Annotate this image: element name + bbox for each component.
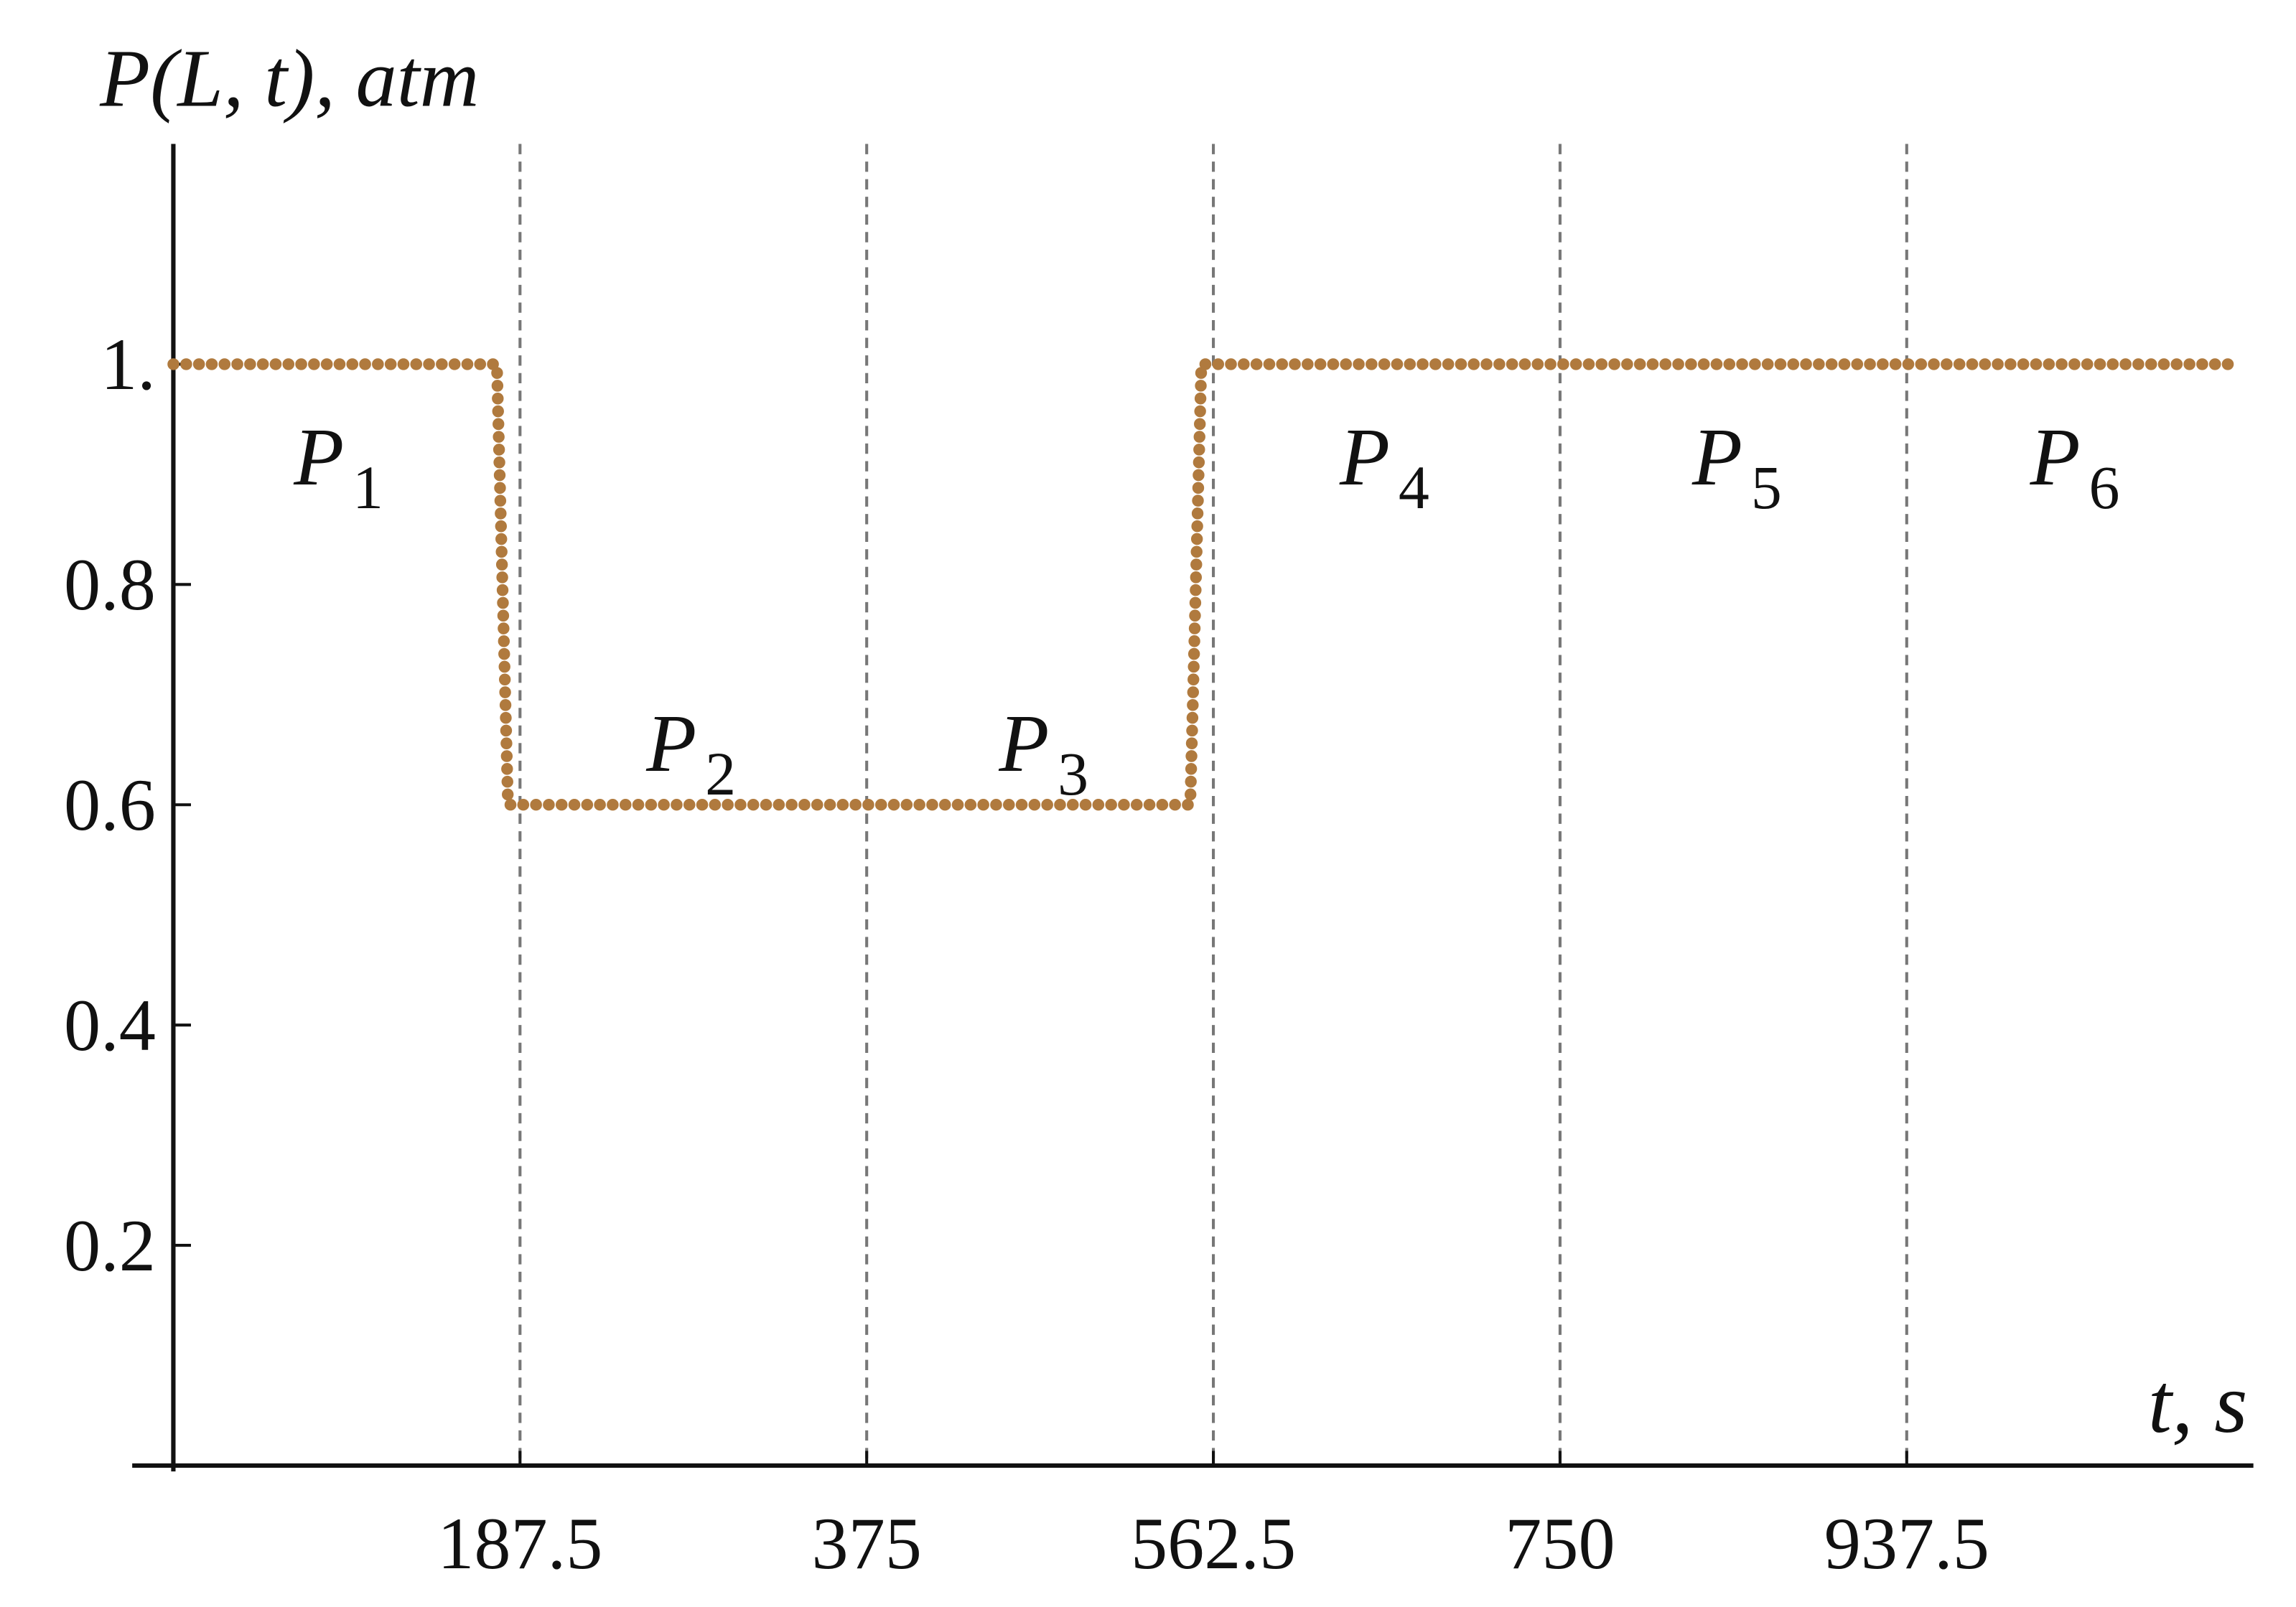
y-tick-label: 1.	[101, 324, 156, 406]
annotation: P	[998, 698, 1049, 789]
y-tick-label: 0.2	[64, 1206, 156, 1287]
x-tick-label: 750	[1505, 1504, 1615, 1585]
x-axis-label: t, s	[2148, 1356, 2247, 1451]
x-tick-label: 375	[811, 1504, 921, 1585]
annotation-subscript: 2	[705, 739, 736, 808]
y-tick-label: 0.8	[64, 545, 156, 626]
annotation: P	[293, 411, 344, 502]
y-tick-label: 0.6	[64, 765, 156, 846]
y-axis-label: P(L, t), atm	[99, 32, 479, 123]
annotation-subscript: 4	[1399, 453, 1429, 522]
x-tick-label: 562.5	[1131, 1504, 1296, 1585]
annotation-subscript: 3	[1058, 739, 1088, 808]
annotation: P	[1691, 411, 1742, 502]
annotation: P	[1339, 411, 1390, 502]
x-tick-label: 187.5	[437, 1504, 602, 1585]
annotation: P	[645, 698, 696, 789]
annotation-subscript: 5	[1751, 453, 1782, 522]
x-tick-label: 937.5	[1824, 1504, 1989, 1585]
annotation-subscript: 1	[353, 453, 383, 522]
data-line	[167, 358, 2236, 811]
annotation: P	[2030, 411, 2081, 502]
annotation-subscript: 6	[2089, 453, 2119, 522]
y-tick-label: 0.4	[64, 985, 156, 1067]
